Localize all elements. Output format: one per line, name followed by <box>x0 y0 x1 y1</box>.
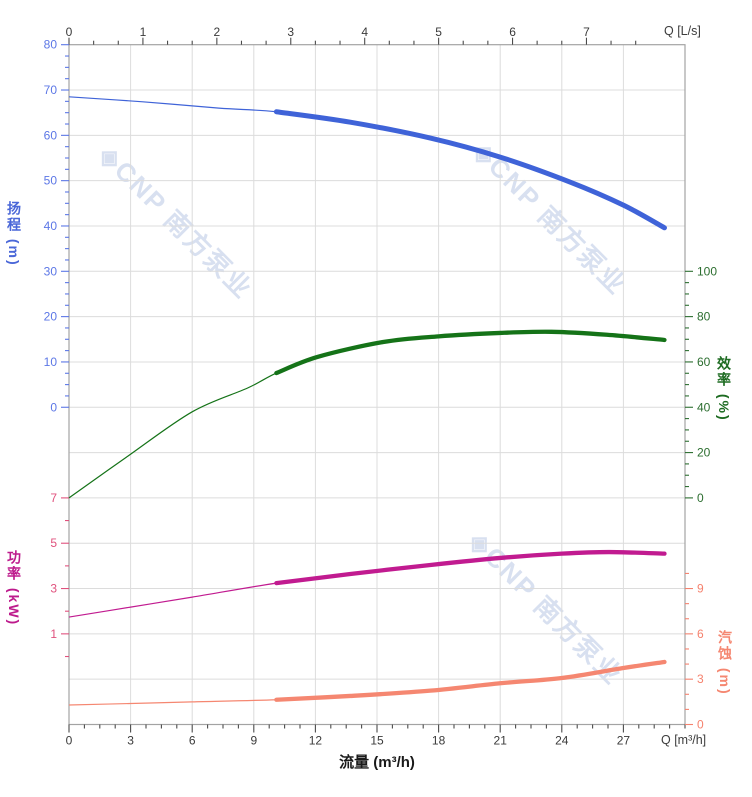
tick-label: 60 <box>697 355 711 369</box>
tick-label: 1 <box>140 25 147 39</box>
head-axis: 80 70 60 50 40 30 20 10 0 <box>44 38 69 414</box>
head-curve-thin <box>68 96 665 229</box>
head-curve <box>273 109 667 231</box>
tick-label: 1 <box>50 627 57 641</box>
tick-label: 60 <box>44 128 58 142</box>
grid-lines <box>69 44 685 725</box>
bottom-axis: 0 3 6 9 12 15 18 21 24 27 <box>66 724 686 748</box>
tick-label: 40 <box>44 219 58 233</box>
tick-label: 0 <box>50 400 57 414</box>
tick-label: 80 <box>697 310 711 324</box>
tick-label: 9 <box>250 734 257 748</box>
tick-label: 3 <box>50 582 57 596</box>
tick-label: 3 <box>697 672 704 686</box>
efficiency-axis: 100 80 60 40 20 0 <box>685 264 717 505</box>
npsh-curve <box>274 659 667 702</box>
tick-label: 6 <box>189 734 196 748</box>
tick-label: 0 <box>697 491 704 505</box>
tick-label: 30 <box>44 264 58 278</box>
power-axis: 7 5 3 1 <box>50 491 69 658</box>
tick-label: 0 <box>66 734 73 748</box>
tick-label: 15 <box>370 734 384 748</box>
top-axis: 0 1 2 3 4 5 6 7 <box>66 25 637 45</box>
power-curve <box>274 549 667 586</box>
flow-axis-title: 流量 (m³/h) <box>339 754 415 771</box>
tick-label: 5 <box>435 25 442 39</box>
head-axis-title: 扬程 (m) <box>6 201 22 267</box>
tick-label: 21 <box>494 734 508 748</box>
tick-label: 9 <box>697 582 704 596</box>
bottom-axis-unit-label: Q [m³/h] <box>661 733 707 747</box>
tick-label: 7 <box>50 491 57 505</box>
power-curve-thin <box>68 551 665 618</box>
tick-label: 0 <box>697 718 704 732</box>
tick-label: 2 <box>214 25 221 39</box>
power-axis-title: 功率 (kW) <box>6 550 22 627</box>
npsh-axis-title: 汽蚀 (m) <box>717 630 733 696</box>
efficiency-curve-thin <box>68 331 665 499</box>
npsh-curve-thin <box>68 661 665 706</box>
tick-label: 20 <box>697 446 711 460</box>
tick-label: 3 <box>287 25 294 39</box>
efficiency-curve <box>274 329 667 376</box>
tick-label: 24 <box>555 734 569 748</box>
tick-label: 10 <box>44 355 58 369</box>
tick-label: 3 <box>127 734 134 748</box>
tick-label: 50 <box>44 174 58 188</box>
efficiency-axis-title: 效率 (%) <box>716 356 732 422</box>
tick-label: 7 <box>583 25 590 39</box>
tick-label: 5 <box>50 536 57 550</box>
tick-label: 4 <box>361 25 368 39</box>
tick-label: 20 <box>44 310 58 324</box>
tick-label: 100 <box>697 264 717 278</box>
tick-label: 6 <box>697 627 704 641</box>
tick-label: 80 <box>44 38 58 52</box>
tick-label: 18 <box>432 734 446 748</box>
tick-label: 0 <box>66 25 73 39</box>
tick-label: 70 <box>44 83 58 97</box>
curves <box>68 96 667 706</box>
top-axis-unit-label: Q [L/s] <box>664 24 701 38</box>
tick-label: 12 <box>309 734 323 748</box>
npsh-axis: 9 6 3 0 <box>685 572 704 732</box>
tick-label: 40 <box>697 400 711 414</box>
tick-label: 27 <box>617 734 631 748</box>
tick-label: 6 <box>509 25 516 39</box>
